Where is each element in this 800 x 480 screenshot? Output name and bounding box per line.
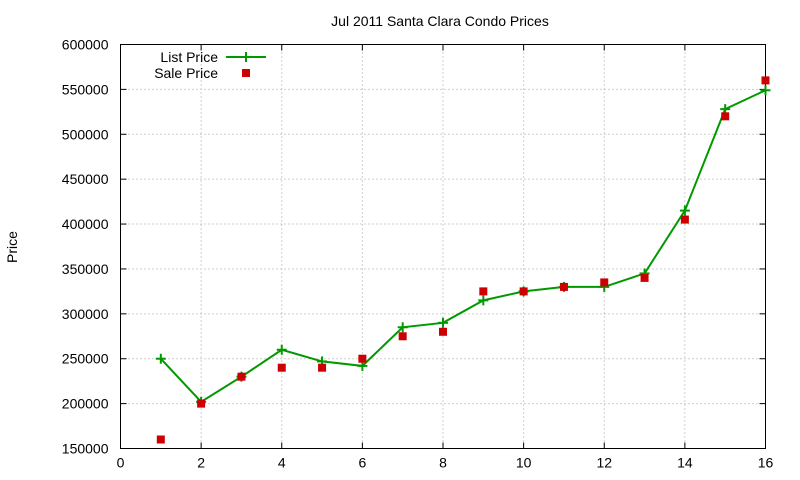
legend-swatch-marker xyxy=(242,69,250,77)
data-point-list-price xyxy=(276,344,287,355)
y-tick-label: 450000 xyxy=(62,171,109,187)
data-point-list-price xyxy=(679,205,690,216)
y-axis-label: Price xyxy=(4,231,20,263)
y-tick-label: 550000 xyxy=(62,81,109,97)
grid xyxy=(120,44,766,449)
x-tick-label: 10 xyxy=(516,455,532,471)
series-sale-price xyxy=(156,76,770,444)
series-list-price xyxy=(155,85,771,407)
data-point-sale-price xyxy=(600,278,609,287)
data-point-list-price xyxy=(438,317,448,328)
data-point-sale-price xyxy=(318,363,327,372)
series-line-list-price xyxy=(160,89,766,404)
data-point-sale-price xyxy=(398,332,407,341)
data-point-list-price xyxy=(397,322,408,333)
x-tick-label: 16 xyxy=(758,455,774,471)
data-point-sale-price xyxy=(640,273,649,282)
legend-swatch-marker xyxy=(241,52,251,62)
x-tick-label: 8 xyxy=(439,455,447,471)
legend-entry-sale-price: Sale Price xyxy=(154,65,250,81)
x-tick-label: 4 xyxy=(278,455,286,471)
plot-frame xyxy=(120,44,766,449)
y-tick-label: 400000 xyxy=(62,216,109,232)
tick-labels: 0 2 4 6 8 10 12 14 16 150000 200000 250000 300000 350… xyxy=(62,37,774,471)
x-tick-label: 12 xyxy=(596,455,612,471)
y-tick-label: 600000 xyxy=(62,37,109,53)
data-point-sale-price xyxy=(479,287,488,296)
y-tick-label: 200000 xyxy=(62,396,109,412)
data-point-sale-price xyxy=(277,363,286,372)
series-layer xyxy=(155,76,771,444)
data-point-sale-price xyxy=(197,399,206,408)
data-point-list-price xyxy=(478,295,489,306)
y-tick-label: 250000 xyxy=(62,351,109,367)
data-point-sale-price xyxy=(559,282,568,291)
data-point-sale-price xyxy=(680,215,689,224)
legend-entry-list-price: List Price xyxy=(160,49,266,65)
x-tick-label: 6 xyxy=(358,455,366,471)
data-point-sale-price xyxy=(439,327,447,336)
legend-label: List Price xyxy=(160,49,218,65)
data-point-list-price xyxy=(155,353,166,364)
y-tick-label: 350000 xyxy=(62,261,109,277)
data-point-sale-price xyxy=(519,287,528,296)
chart-title: Jul 2011 Santa Clara Condo Prices xyxy=(331,13,549,29)
data-point-sale-price xyxy=(761,76,770,85)
data-point-sale-price xyxy=(156,435,165,444)
x-tick-label: 14 xyxy=(677,455,693,471)
legend-label: Sale Price xyxy=(154,65,218,81)
x-tick-label: 0 xyxy=(117,455,125,471)
data-point-sale-price xyxy=(721,112,730,121)
y-tick-label: 150000 xyxy=(62,441,109,457)
data-point-sale-price xyxy=(358,354,367,363)
data-point-sale-price xyxy=(237,372,246,381)
y-tick-label: 500000 xyxy=(62,126,109,142)
x-tick-label: 2 xyxy=(197,455,205,471)
data-point-list-price xyxy=(760,85,771,96)
y-tick-label: 300000 xyxy=(62,306,109,322)
